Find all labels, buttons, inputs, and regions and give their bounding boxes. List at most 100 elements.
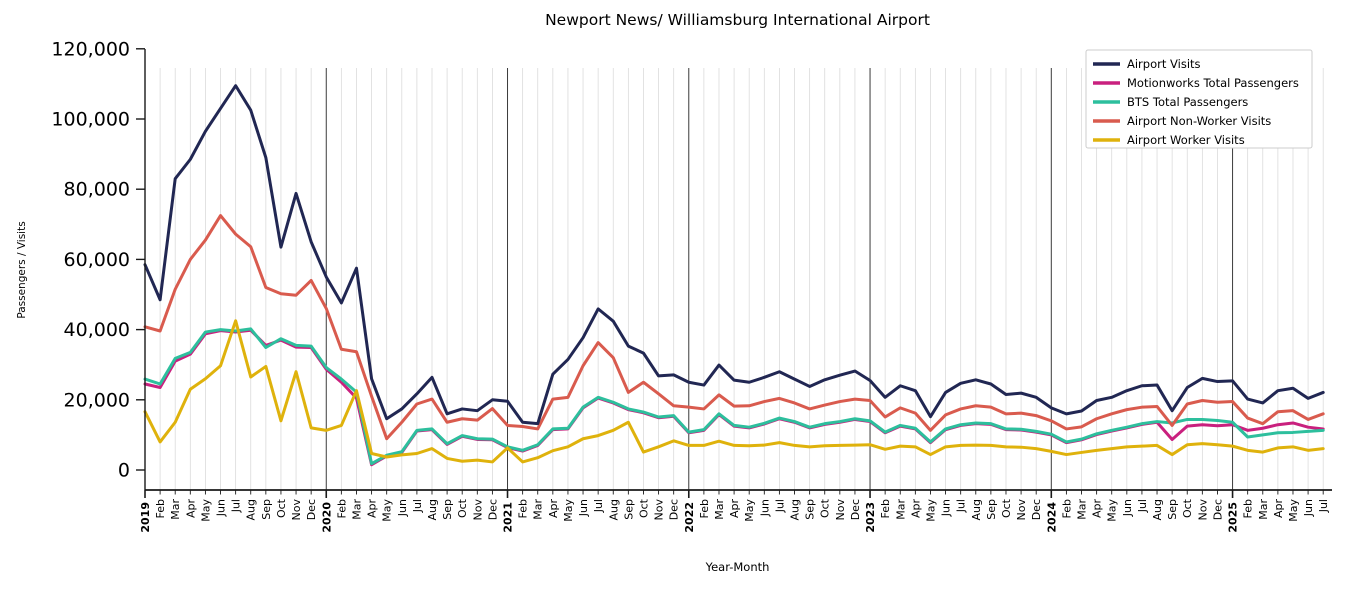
- x-tick-label-month: Nov: [1015, 499, 1028, 521]
- y-tick-label: 0: [118, 460, 130, 482]
- series-line-airport-visits: [143, 84, 1325, 426]
- x-tick-label-month: Jun: [215, 499, 228, 517]
- x-tick-label-month: Dec: [1211, 499, 1224, 520]
- x-tick-label-month: May: [562, 499, 575, 522]
- x-tick-label-month: Jul: [1136, 499, 1149, 513]
- x-tick-label-month: Dec: [849, 499, 862, 520]
- y-tick-label: 20,000: [64, 389, 130, 411]
- x-tick-label-year: 2025: [1227, 502, 1240, 533]
- legend-item-airport-worker-visits: Airport Worker Visits: [1093, 133, 1245, 147]
- x-tick-label-month: Jul: [955, 499, 968, 513]
- x-tick-label-year: 2021: [502, 502, 515, 533]
- x-tick-label-month: Jul: [411, 499, 424, 513]
- chart-title: Newport News/ Williamsburg International…: [545, 11, 930, 29]
- y-tick-label: 80,000: [64, 179, 130, 201]
- x-tick-label-month: Jun: [577, 499, 590, 517]
- legend: Airport Visits Motionworks Total Passenge…: [1085, 49, 1313, 149]
- x-tick-label-month: Apr: [728, 499, 741, 519]
- x-tick-label-month: Jul: [1317, 499, 1330, 513]
- x-tick-label-month: Dec: [1030, 499, 1043, 520]
- x-tick-label-month: Sep: [441, 499, 454, 520]
- legend-item-airport-visits: Airport Visits: [1093, 57, 1201, 71]
- y-tick-label: 120,000: [51, 38, 130, 60]
- legend-box: [1085, 49, 1313, 149]
- x-tick-label-year: 2023: [864, 502, 877, 533]
- x-tick-label-month: May: [381, 499, 394, 522]
- x-tick-label-month: Apr: [366, 499, 379, 519]
- x-tick-label-month: Feb: [335, 499, 348, 518]
- x-tick-label-month: Mar: [169, 499, 182, 520]
- legend-item-motionworks-total-passengers: Motionworks Total Passengers: [1093, 76, 1299, 90]
- legend-label-airport-visits: Airport Visits: [1127, 57, 1201, 71]
- x-tick-label-month: Jul: [230, 499, 243, 513]
- x-tick-label-year: 2022: [683, 502, 696, 533]
- legend-label-airport-non-worker-visits: Airport Non-Worker Visits: [1127, 114, 1271, 128]
- x-tick-label-month: Oct: [819, 498, 832, 518]
- legend-item-airport-non-worker-visits: Airport Non-Worker Visits: [1093, 114, 1271, 128]
- x-tick-label-month: Oct: [1181, 498, 1194, 518]
- x-tick-label-month: Feb: [517, 499, 530, 518]
- legend-label-airport-worker-visits: Airport Worker Visits: [1127, 133, 1245, 147]
- x-tick-label-month: Nov: [653, 499, 666, 521]
- x-tick-label-month: Feb: [879, 499, 892, 518]
- x-tick-label-month: Sep: [1166, 499, 1179, 520]
- x-tick-label-month: Mar: [894, 499, 907, 520]
- x-axis-ticks: 2019 Feb Mar Apr May Jun Jul Aug Sep Oct Nov Dec 202…: [139, 490, 1330, 533]
- x-tick-label-month: Apr: [1091, 499, 1104, 519]
- y-axis-ticks: 0 20,000 40,000 60,000 80,000 100,000 120,000: [51, 38, 145, 482]
- x-tick-label-month: Aug: [970, 499, 983, 520]
- x-tick-label-year: 2020: [320, 502, 333, 533]
- x-tick-label-month: Mar: [532, 499, 545, 520]
- x-tick-label-month: Sep: [260, 499, 273, 520]
- x-tick-label-month: Feb: [698, 499, 711, 518]
- x-tick-label-month: Jun: [940, 499, 953, 517]
- y-tick-label: 40,000: [64, 319, 130, 341]
- x-tick-label-month: Dec: [668, 499, 681, 520]
- x-tick-label-year: 2019: [139, 502, 152, 533]
- x-tick-label-month: Jun: [758, 499, 771, 517]
- x-tick-label-month: Jun: [396, 499, 409, 517]
- series-line-airport-worker-visits: [143, 319, 1325, 464]
- x-tick-label-month: Jul: [773, 499, 786, 513]
- y-tick-label: 60,000: [64, 249, 130, 271]
- x-tick-label-month: Nov: [834, 499, 847, 521]
- axes: [144, 49, 1332, 491]
- x-tick-label-month: Jun: [1302, 499, 1315, 517]
- x-tick-label-month: Aug: [789, 499, 802, 520]
- y-axis-title: Passengers / Visits: [16, 221, 28, 318]
- legend-label-bts-total-passengers: BTS Total Passengers: [1127, 95, 1248, 109]
- x-tick-label-month: Aug: [607, 499, 620, 520]
- series-line-bts-total-passengers: [143, 327, 1325, 466]
- x-tick-label-month: Oct: [275, 498, 288, 518]
- x-tick-label-month: Jun: [1121, 499, 1134, 517]
- x-tick-label-month: Apr: [909, 499, 922, 519]
- x-axis-title: Year-Month: [705, 560, 770, 574]
- x-tick-label-month: Jul: [592, 499, 605, 513]
- series-lines: [143, 84, 1325, 467]
- x-tick-label-month: May: [199, 499, 212, 522]
- x-tick-label-month: Aug: [1151, 499, 1164, 520]
- x-tick-label-month: Mar: [350, 499, 363, 520]
- gridlines: [159, 68, 1324, 490]
- x-tick-label-month: Aug: [245, 499, 258, 520]
- x-tick-label-month: Apr: [1272, 499, 1285, 519]
- legend-item-bts-total-passengers: BTS Total Passengers: [1093, 95, 1248, 109]
- x-tick-label-month: Apr: [184, 499, 197, 519]
- x-tick-label-month: Mar: [713, 499, 726, 520]
- x-tick-label-month: Sep: [622, 499, 635, 520]
- x-tick-label-month: Mar: [1076, 499, 1089, 520]
- x-tick-label-month: May: [924, 499, 937, 522]
- x-tick-label-month: May: [1287, 499, 1300, 522]
- x-tick-label-month: May: [743, 499, 756, 522]
- y-tick-label: 100,000: [51, 109, 130, 131]
- x-tick-label-year: 2024: [1045, 502, 1058, 533]
- x-tick-label-month: Feb: [154, 499, 167, 518]
- x-tick-label-month: Oct: [456, 498, 469, 518]
- x-tick-label-month: Apr: [547, 499, 560, 519]
- x-tick-label-month: Oct: [637, 498, 650, 518]
- x-tick-label-month: Nov: [471, 499, 484, 521]
- x-tick-label-month: Nov: [290, 499, 303, 521]
- x-tick-label-month: Oct: [1000, 498, 1013, 518]
